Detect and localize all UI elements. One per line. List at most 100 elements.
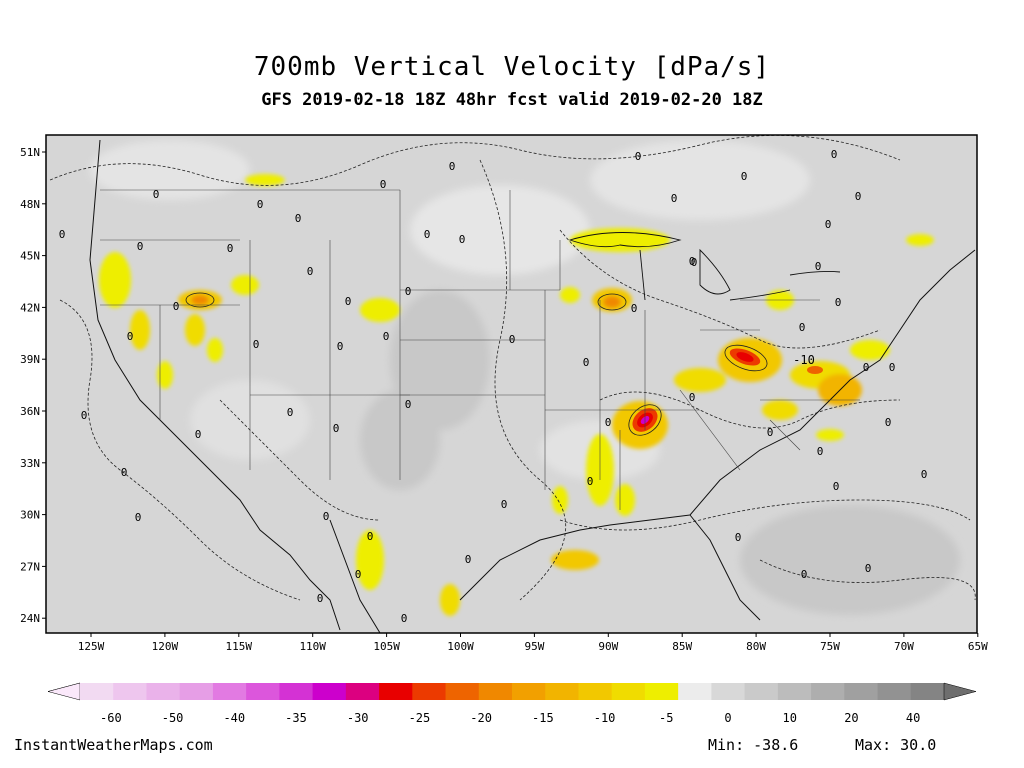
contour-label-zero: 0 bbox=[509, 333, 516, 346]
contour-label-zero: 0 bbox=[835, 296, 842, 309]
contour-label-zero: 0 bbox=[799, 321, 806, 334]
contour-label-zero: 0 bbox=[741, 170, 748, 183]
contour-label-zero: 0 bbox=[287, 406, 294, 419]
colorbar-tick-label: -50 bbox=[162, 711, 184, 725]
lon-label: 70W bbox=[894, 640, 914, 653]
contour-label-zero: 0 bbox=[501, 498, 508, 511]
colorbar-tick-label: -20 bbox=[470, 711, 492, 725]
colorbar-tick-label: -25 bbox=[409, 711, 431, 725]
colorbar-tick-label: 10 bbox=[782, 711, 796, 725]
lat-label: 24N bbox=[20, 612, 40, 625]
colorbar-swatch bbox=[246, 683, 280, 700]
colorbar-tick-label: 20 bbox=[844, 711, 858, 725]
colorbar-swatch bbox=[113, 683, 147, 700]
colorbar-tick-label: -15 bbox=[532, 711, 554, 725]
contour-label-zero: 0 bbox=[317, 592, 324, 605]
contour-label-zero: 0 bbox=[121, 466, 128, 479]
contour-label-zero: 0 bbox=[355, 568, 362, 581]
contour-label-zero: 0 bbox=[424, 228, 431, 241]
colorbar-tick-label: 0 bbox=[724, 711, 731, 725]
contour-label-zero: 0 bbox=[801, 568, 808, 581]
colorbar-swatch bbox=[877, 683, 912, 700]
contour-label-zero: 0 bbox=[459, 233, 466, 246]
lat-label: 33N bbox=[20, 457, 40, 470]
contour-label-zero: 0 bbox=[583, 356, 590, 369]
contour-label-zero: 0 bbox=[383, 330, 390, 343]
contour-label-zero: 0 bbox=[295, 212, 302, 225]
contour-label-zero: 0 bbox=[815, 260, 822, 273]
colorbar-tick-label: -60 bbox=[100, 711, 122, 725]
lat-label: 42N bbox=[20, 301, 40, 314]
lon-label: 100W bbox=[447, 640, 474, 653]
contour-label-zero: 0 bbox=[671, 192, 678, 205]
lat-label: 48N bbox=[20, 198, 40, 211]
contour-label-zero: 0 bbox=[137, 240, 144, 253]
contour-label-zero: 0 bbox=[307, 265, 314, 278]
great-lakes bbox=[568, 232, 841, 301]
min-value-label: Min: -38.6 bbox=[708, 736, 799, 754]
lon-label: 80W bbox=[746, 640, 766, 653]
contour-label-zero: 0 bbox=[885, 416, 892, 429]
lat-label: 36N bbox=[20, 405, 40, 418]
contour-label-zero: 0 bbox=[735, 531, 742, 544]
colorbar-swatch bbox=[179, 683, 214, 700]
max-value-label: Max: 30.0 bbox=[855, 736, 937, 754]
colorbar-swatch bbox=[80, 683, 114, 700]
lon-label: 90W bbox=[598, 640, 618, 653]
contour-label-zero: 0 bbox=[691, 256, 698, 269]
colorbar-swatch bbox=[678, 683, 712, 700]
colorbar-ticks: -60 -50 -40 -35 -30 -25 -20 -15 -10 -5 0 10 20 40 bbox=[100, 711, 920, 725]
lon-label: 75W bbox=[820, 640, 840, 653]
coastlines bbox=[89, 139, 976, 633]
contour-label-zero: 0 bbox=[153, 188, 160, 201]
lat-label: 30N bbox=[20, 509, 40, 522]
colorbar-swatch bbox=[146, 683, 181, 700]
contour-label-minus-ten: -10 bbox=[793, 353, 815, 367]
colorbar-swatch bbox=[711, 683, 746, 700]
colorbar-swatch bbox=[478, 683, 513, 700]
contour-label-zero: 0 bbox=[635, 150, 642, 163]
contour-label-zero: 0 bbox=[863, 361, 870, 374]
lat-label: 39N bbox=[20, 353, 40, 366]
contour-label-zero: 0 bbox=[253, 338, 260, 351]
contour-label-zero: 0 bbox=[337, 340, 344, 353]
contour-label-zero: 0 bbox=[449, 160, 456, 173]
colorbar-right-arrow bbox=[943, 682, 977, 701]
contour-label-zero: 0 bbox=[689, 255, 696, 268]
contour-label-zero: 0 bbox=[380, 178, 387, 191]
colorbar-swatch bbox=[777, 683, 812, 700]
map-frame bbox=[45, 134, 978, 634]
contour-label-zero: 0 bbox=[405, 285, 412, 298]
colorbar-swatch bbox=[644, 683, 679, 700]
contour-label-zero: 0 bbox=[817, 445, 824, 458]
contour-label-zero: 0 bbox=[227, 242, 234, 255]
contour-label-zero: 0 bbox=[865, 562, 872, 575]
contour-label-zero: 0 bbox=[405, 398, 412, 411]
lat-label: 45N bbox=[20, 250, 40, 263]
contour-label-zero: 0 bbox=[127, 330, 134, 343]
contour-label-zero: 0 bbox=[135, 511, 142, 524]
contour-label-zero: 0 bbox=[889, 361, 896, 374]
contour-label-zero: 0 bbox=[465, 553, 472, 566]
contour-label-zero: 0 bbox=[689, 391, 696, 404]
contour-label-zero: 0 bbox=[367, 530, 374, 543]
colorbar-swatch bbox=[279, 683, 314, 700]
state-borders bbox=[100, 189, 860, 510]
lon-label: 65W bbox=[968, 640, 988, 653]
contour-label-zero: 0 bbox=[921, 468, 928, 481]
contour-label-zero: 0 bbox=[825, 218, 832, 231]
map-subtitle: GFS 2019-02-18 18Z 48hr fcst valid 2019-… bbox=[261, 90, 763, 110]
longitude-labels: 125W 120W 115W 110W 105W 100W 95W 90W 85W 80W 75W 7… bbox=[78, 633, 988, 653]
contour-label-zero: 0 bbox=[345, 295, 352, 308]
colorbar-tick-label: -35 bbox=[285, 711, 307, 725]
colorbar-swatch bbox=[445, 683, 480, 700]
contour-label-zero: 0 bbox=[855, 190, 862, 203]
colorbar-swatch bbox=[744, 683, 779, 700]
colorbar bbox=[47, 682, 977, 701]
contour-label-zero: 0 bbox=[587, 475, 594, 488]
contour-label-zero: 0 bbox=[173, 300, 180, 313]
lat-label: 27N bbox=[20, 560, 40, 573]
colorbar-tick-label: 40 bbox=[906, 711, 920, 725]
colorbar-tick-label: -40 bbox=[223, 711, 245, 725]
colorbar-swatch bbox=[312, 683, 347, 700]
